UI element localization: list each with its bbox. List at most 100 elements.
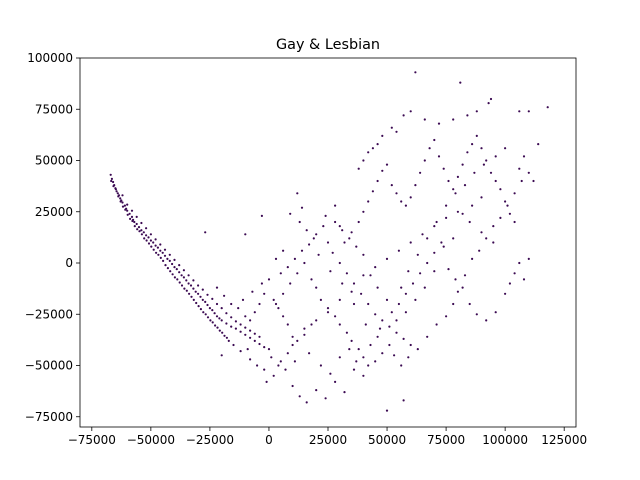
data-point xyxy=(308,352,311,355)
data-point xyxy=(282,249,285,252)
data-point xyxy=(183,287,186,290)
data-point xyxy=(260,214,263,217)
data-point xyxy=(385,163,389,166)
data-point xyxy=(211,321,214,324)
data-point xyxy=(215,302,219,306)
data-point xyxy=(369,274,372,277)
data-point xyxy=(532,179,535,183)
data-point xyxy=(350,339,353,342)
data-point xyxy=(244,326,247,329)
data-point xyxy=(345,272,348,275)
data-point xyxy=(546,106,549,109)
data-point xyxy=(209,319,212,322)
data-point xyxy=(345,331,348,334)
data-point xyxy=(338,323,341,326)
data-point xyxy=(421,233,424,236)
data-point xyxy=(185,289,188,292)
data-point xyxy=(201,298,204,301)
data-point xyxy=(204,300,207,303)
data-point xyxy=(149,239,152,242)
data-point xyxy=(423,159,426,162)
data-point xyxy=(456,210,459,213)
data-point xyxy=(206,316,210,319)
data-point xyxy=(326,241,330,244)
data-point xyxy=(447,268,450,271)
y-axis: −75000 −50000 −25000 0 25000 50000 75000 100000 xyxy=(25,51,80,424)
y-tick-label: 0 xyxy=(65,256,73,270)
data-point xyxy=(409,196,412,199)
data-point xyxy=(173,258,176,261)
data-point xyxy=(124,208,127,211)
data-point xyxy=(211,309,214,312)
x-tick-label: 75000 xyxy=(427,433,465,447)
data-point xyxy=(468,220,471,224)
data-point xyxy=(520,179,523,183)
data-point xyxy=(463,274,467,277)
data-point xyxy=(291,384,294,388)
data-point xyxy=(504,292,507,295)
data-point xyxy=(263,292,266,295)
data-point xyxy=(400,200,403,203)
data-point xyxy=(230,325,233,328)
data-point xyxy=(409,343,412,347)
data-point xyxy=(128,212,131,215)
data-point xyxy=(303,327,306,330)
data-point xyxy=(272,374,275,377)
data-point xyxy=(123,204,126,207)
data-point xyxy=(114,188,117,191)
data-point xyxy=(445,216,448,219)
data-point xyxy=(466,151,469,154)
data-point xyxy=(480,147,483,150)
data-point xyxy=(221,331,224,334)
data-point xyxy=(305,229,308,232)
data-point xyxy=(513,192,516,195)
data-point xyxy=(452,188,455,191)
data-point xyxy=(362,356,365,359)
data-point xyxy=(121,194,124,197)
y-tick-label: −50000 xyxy=(25,359,73,373)
data-point xyxy=(300,206,304,209)
data-point xyxy=(355,245,358,248)
data-point xyxy=(296,192,299,195)
data-point xyxy=(296,339,299,342)
data-point xyxy=(395,192,398,195)
data-point xyxy=(433,225,436,228)
x-tick-label: 100000 xyxy=(482,433,528,447)
data-point xyxy=(310,278,313,281)
x-axis: −75000 −50000 −25000 0 25000 50000 75000 100000… xyxy=(68,427,587,447)
data-point xyxy=(395,130,398,133)
data-point xyxy=(315,286,318,289)
data-point xyxy=(223,294,226,297)
data-point xyxy=(149,233,152,236)
data-point xyxy=(362,253,365,256)
data-point xyxy=(197,292,200,295)
data-point xyxy=(522,155,526,158)
data-point xyxy=(126,203,129,206)
data-point xyxy=(367,151,370,154)
data-point xyxy=(211,297,214,300)
y-tick-label: 25000 xyxy=(35,205,73,219)
data-point xyxy=(137,226,141,229)
data-point xyxy=(274,302,278,306)
data-point xyxy=(395,331,398,334)
data-point xyxy=(506,204,509,207)
data-point xyxy=(303,333,306,336)
data-point xyxy=(385,298,389,301)
data-point xyxy=(169,270,172,273)
data-point xyxy=(168,253,171,256)
data-point xyxy=(357,220,360,224)
data-point xyxy=(246,348,249,351)
data-point xyxy=(178,271,181,274)
data-point xyxy=(227,339,230,342)
data-point xyxy=(452,118,455,121)
chart-title: Gay & Lesbian xyxy=(276,37,380,53)
data-point xyxy=(159,256,162,259)
data-point xyxy=(244,333,247,336)
data-point xyxy=(435,220,438,224)
data-point xyxy=(362,374,365,377)
data-point xyxy=(286,323,289,326)
data-point xyxy=(426,335,429,338)
data-point xyxy=(244,315,247,318)
data-point xyxy=(376,143,379,146)
data-point xyxy=(166,257,169,260)
